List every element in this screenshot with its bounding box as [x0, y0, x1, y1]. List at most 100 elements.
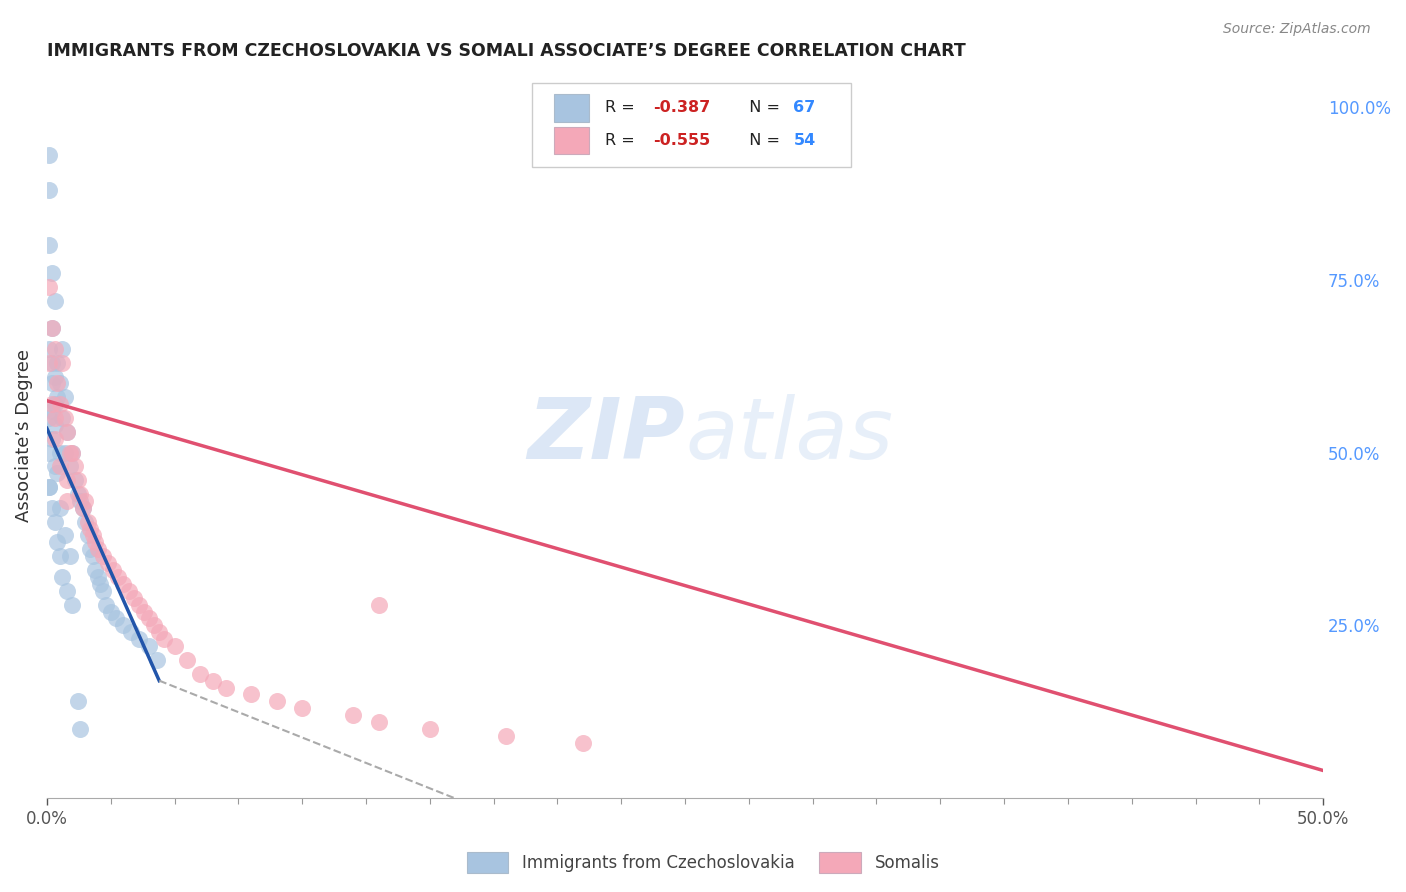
Point [128, 632, 150, 647]
Point [143, 618, 166, 632]
Point [145, 653, 167, 667]
Point [56, 473, 79, 487]
Point [103, 563, 125, 577]
Point [112, 618, 135, 632]
Point [291, 701, 314, 715]
Point [38, 342, 60, 356]
Point [104, 611, 127, 625]
Point [38, 279, 60, 293]
Point [56, 425, 79, 439]
Point [153, 632, 176, 647]
Point [41, 376, 63, 391]
Point [87, 542, 110, 557]
Point [41, 404, 63, 418]
Point [41, 266, 63, 280]
FancyBboxPatch shape [531, 83, 851, 167]
Point [84, 535, 107, 549]
Legend: Immigrants from Czechoslovakia, Somalis: Immigrants from Czechoslovakia, Somalis [460, 846, 946, 880]
Point [41, 397, 63, 411]
Point [62, 598, 84, 612]
Point [51, 356, 73, 370]
Point [120, 625, 142, 640]
Point [38, 356, 60, 370]
Point [266, 694, 288, 708]
Point [46, 356, 69, 370]
Text: R =: R = [605, 101, 640, 115]
Point [72, 500, 94, 515]
Point [91, 583, 114, 598]
Text: N =: N = [738, 101, 785, 115]
Point [44, 411, 66, 425]
Point [46, 535, 69, 549]
Point [59, 445, 82, 459]
Text: 54: 54 [793, 133, 815, 148]
Point [44, 515, 66, 529]
Point [46, 390, 69, 404]
Point [138, 611, 160, 625]
Text: R =: R = [605, 133, 640, 148]
Point [79, 542, 101, 557]
Point [38, 480, 60, 494]
Point [44, 342, 66, 356]
Point [82, 528, 104, 542]
Point [495, 729, 517, 743]
Point [56, 494, 79, 508]
Point [138, 639, 160, 653]
Point [75, 494, 97, 508]
Point [53, 411, 76, 425]
Point [48, 549, 70, 564]
Point [41, 432, 63, 446]
Point [69, 722, 91, 736]
Point [72, 500, 94, 515]
Text: Source: ZipAtlas.com: Source: ZipAtlas.com [1223, 22, 1371, 37]
Point [97, 556, 120, 570]
Point [89, 577, 111, 591]
Point [132, 605, 155, 619]
Point [214, 681, 236, 695]
Point [63, 473, 86, 487]
Point [41, 321, 63, 335]
Point [188, 666, 211, 681]
Point [69, 494, 91, 508]
Point [100, 605, 122, 619]
Point [240, 688, 263, 702]
Point [66, 473, 89, 487]
Point [94, 598, 117, 612]
Point [51, 342, 73, 356]
Text: atlas: atlas [685, 393, 893, 477]
Point [44, 417, 66, 432]
Point [59, 549, 82, 564]
Point [48, 459, 70, 474]
Point [122, 591, 145, 605]
Point [44, 459, 66, 474]
Point [91, 549, 114, 564]
Point [367, 598, 389, 612]
Point [163, 639, 186, 653]
Text: -0.555: -0.555 [654, 133, 710, 148]
Point [38, 183, 60, 197]
Bar [554, 95, 589, 122]
Point [53, 445, 76, 459]
Point [56, 583, 79, 598]
Point [66, 487, 89, 501]
Point [44, 397, 66, 411]
Point [572, 736, 595, 750]
Point [41, 321, 63, 335]
Text: N =: N = [738, 133, 785, 148]
Text: 67: 67 [793, 101, 815, 115]
Point [176, 653, 198, 667]
Point [112, 577, 135, 591]
Point [51, 570, 73, 584]
Point [59, 459, 82, 474]
Point [48, 445, 70, 459]
Point [44, 293, 66, 308]
Point [84, 563, 107, 577]
Text: -0.387: -0.387 [654, 101, 710, 115]
Point [87, 570, 110, 584]
Point [48, 397, 70, 411]
Point [148, 625, 170, 640]
Point [46, 376, 69, 391]
Point [79, 522, 101, 536]
Point [44, 369, 66, 384]
Point [107, 570, 129, 584]
